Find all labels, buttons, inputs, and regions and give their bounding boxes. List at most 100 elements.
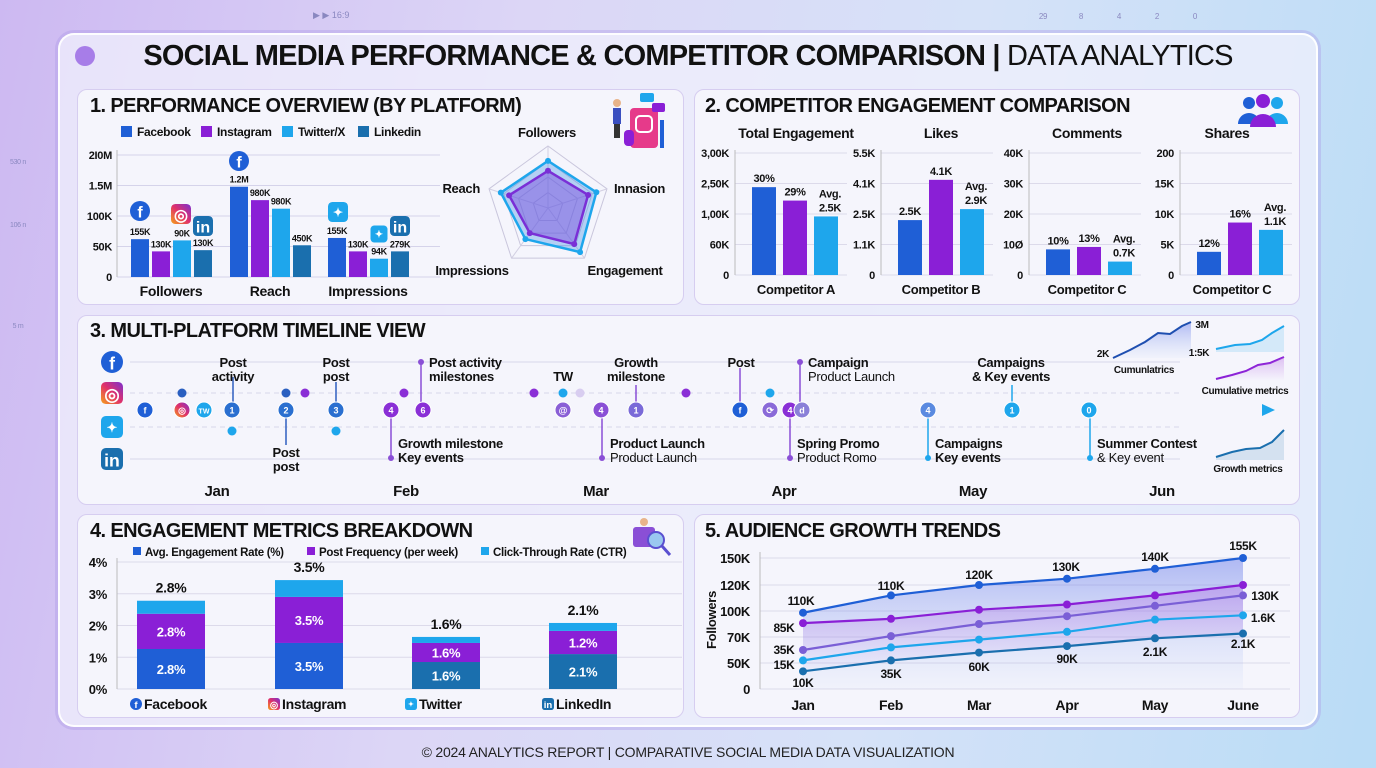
radar-point bbox=[585, 191, 592, 198]
data-label: 60K bbox=[968, 660, 990, 674]
x-category-label: Apr bbox=[1055, 697, 1079, 713]
twitter-icon: ✦ bbox=[101, 416, 123, 438]
facebook-icon: f bbox=[101, 351, 123, 373]
timeline-node: ◎ bbox=[173, 401, 191, 419]
bar bbox=[272, 208, 290, 277]
icon-glyph: ✦ bbox=[408, 700, 414, 709]
y-tick-label: 30K bbox=[1004, 179, 1024, 191]
event-marker bbox=[925, 455, 931, 461]
node-glyph: ⟳ bbox=[766, 406, 774, 416]
segment-value-label: 2.8% bbox=[157, 624, 186, 639]
segment-value-label: 3.5% bbox=[295, 659, 324, 674]
icon-glyph: in bbox=[393, 220, 407, 237]
event-marker bbox=[418, 359, 424, 365]
legend-label: Post Frequency (per week) bbox=[319, 547, 458, 559]
event-subtitle: Key events bbox=[398, 450, 464, 465]
bar bbox=[1077, 246, 1101, 275]
radar-point bbox=[545, 167, 551, 174]
bar-value-label: 16% bbox=[1229, 209, 1251, 221]
sparkline-label: Cumulative metrics bbox=[1202, 386, 1290, 397]
bar bbox=[391, 251, 409, 277]
data-point bbox=[1239, 629, 1247, 638]
event-subtitle: & Key events bbox=[972, 369, 1050, 384]
data-label: 15K bbox=[773, 658, 795, 672]
legend-label: Twitter/X bbox=[298, 125, 345, 139]
x-category-label: Competitor C bbox=[1193, 282, 1273, 297]
bar bbox=[960, 209, 984, 275]
node-glyph: 1 bbox=[229, 406, 234, 416]
data-point bbox=[975, 605, 983, 614]
x-category-label: Jan bbox=[791, 697, 814, 713]
event-subtitle: & Key event bbox=[1097, 450, 1164, 465]
icon-bg bbox=[130, 698, 142, 710]
bar-value-label: Avg. bbox=[1264, 202, 1286, 214]
node-circle bbox=[414, 401, 432, 419]
legend-swatch bbox=[121, 126, 132, 137]
radar-series bbox=[499, 159, 598, 254]
bar bbox=[370, 258, 388, 277]
event-title: Campaign bbox=[808, 355, 869, 370]
bar-value-label: 450K bbox=[292, 233, 313, 243]
bar-total-label: 2.8% bbox=[156, 580, 188, 596]
month-label: Jun bbox=[1149, 483, 1175, 500]
x-category-label: Reach bbox=[250, 283, 291, 299]
y-tick-label: 2I0M bbox=[89, 150, 112, 162]
series-line bbox=[802, 594, 1244, 652]
data-point bbox=[799, 656, 807, 665]
timeline-node: f bbox=[731, 401, 749, 419]
sparkline-area bbox=[1216, 430, 1284, 460]
radar-point bbox=[571, 241, 578, 248]
y-tick-label: 0 bbox=[723, 270, 729, 282]
event-marker bbox=[1087, 455, 1093, 461]
data-point bbox=[1151, 591, 1159, 600]
legend-label: Instagram bbox=[217, 125, 272, 139]
month-label: Jan bbox=[205, 483, 230, 500]
data-point bbox=[799, 619, 807, 628]
activity-dot bbox=[399, 388, 409, 398]
facebook-icon: f bbox=[130, 698, 142, 711]
node-circle bbox=[223, 401, 241, 419]
x-category-label: May bbox=[1142, 697, 1169, 713]
bar-value-label: 130K bbox=[193, 238, 214, 248]
mini-chart-title: Likes bbox=[924, 125, 959, 141]
legend-label: Click-Through Rate (CTR) bbox=[493, 547, 627, 559]
bar-value-label: Avg. bbox=[965, 181, 987, 193]
x-category-label: Competitor B bbox=[902, 282, 981, 297]
data-point bbox=[1151, 634, 1159, 643]
bar-value-label: 90K bbox=[174, 228, 190, 238]
month-label: Feb bbox=[393, 483, 419, 500]
icon-bg bbox=[542, 698, 554, 710]
radar-axis-label: Reach bbox=[442, 181, 480, 196]
bar-segment bbox=[275, 580, 343, 597]
bar bbox=[173, 240, 191, 277]
icon-glyph: ✦ bbox=[375, 230, 384, 241]
bar-value-label: 130K bbox=[151, 239, 172, 249]
data-point bbox=[887, 591, 895, 600]
bar-value-label: 94K bbox=[371, 247, 387, 257]
decor-label: 5 m bbox=[13, 323, 24, 330]
bar bbox=[1228, 222, 1252, 275]
bar-total-label: 3.5% bbox=[294, 559, 326, 575]
radar-point bbox=[526, 230, 533, 237]
activity-dot bbox=[575, 388, 585, 398]
y-tick-label: 100K bbox=[720, 604, 751, 619]
bar-value-label: 10% bbox=[1047, 235, 1069, 247]
segment-value-label: 1.6% bbox=[432, 669, 461, 684]
event-title: Campaigns bbox=[935, 436, 1002, 451]
data-label: 140K bbox=[1141, 550, 1169, 564]
y-tick-label: 5K bbox=[1161, 240, 1175, 252]
bar-value-label: Avg. bbox=[1113, 234, 1135, 246]
event-title: Product Launch bbox=[610, 436, 705, 451]
icon-bg bbox=[405, 698, 417, 710]
data-label: 35K bbox=[773, 643, 795, 657]
bar bbox=[131, 239, 149, 277]
sparkline-area bbox=[1216, 326, 1284, 352]
event-title: Spring Promo bbox=[797, 436, 880, 451]
node-circle bbox=[793, 401, 811, 419]
title-main: SOCIAL MEDIA PERFORMANCE & COMPETITOR CO… bbox=[143, 40, 986, 72]
icon-glyph: in bbox=[544, 700, 553, 711]
x-category-label: Twitter bbox=[419, 696, 463, 712]
x-category-label: Facebook bbox=[144, 696, 207, 712]
icon-bg bbox=[101, 416, 123, 438]
node-glyph: @ bbox=[559, 406, 568, 416]
